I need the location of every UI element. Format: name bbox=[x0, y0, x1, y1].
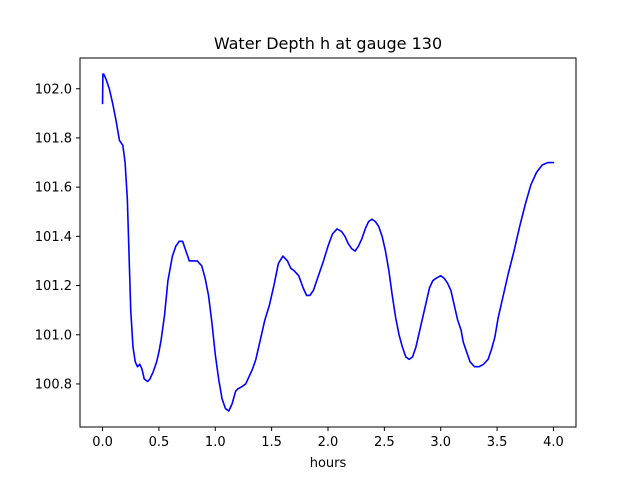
y-tick-label: 101.4 bbox=[35, 230, 72, 245]
plot-frame bbox=[79, 57, 577, 428]
y-tick-label: 101.0 bbox=[35, 328, 72, 343]
x-tick-label: 2.0 bbox=[318, 435, 339, 450]
x-tick-label: 4.0 bbox=[543, 435, 564, 450]
x-tick-label: 3.5 bbox=[487, 435, 508, 450]
x-tick-label: 3.0 bbox=[430, 435, 451, 450]
axis-ticks: 0.0 0.5 1.0 1.5 2.0 2.5 3.0 3.5 4.0 100.8 101.0 101… bbox=[35, 82, 564, 450]
x-tick-label: 0.0 bbox=[92, 435, 113, 450]
x-tick-label: 1.0 bbox=[205, 435, 226, 450]
y-tick-label: 101.2 bbox=[35, 279, 72, 294]
chart-title: Water Depth h at gauge 130 bbox=[214, 34, 442, 53]
x-tick-label: 0.5 bbox=[149, 435, 170, 450]
plot-area bbox=[101, 73, 555, 412]
x-axis-label: hours bbox=[310, 456, 347, 471]
y-tick-label: 101.8 bbox=[35, 131, 72, 146]
x-tick-label: 1.5 bbox=[261, 435, 282, 450]
y-tick-label: 102.0 bbox=[35, 82, 72, 97]
x-tick-label: 2.5 bbox=[374, 435, 395, 450]
y-tick-label: 100.8 bbox=[35, 377, 72, 392]
series-line-0 bbox=[101, 73, 555, 412]
y-tick-label: 101.6 bbox=[35, 181, 72, 196]
